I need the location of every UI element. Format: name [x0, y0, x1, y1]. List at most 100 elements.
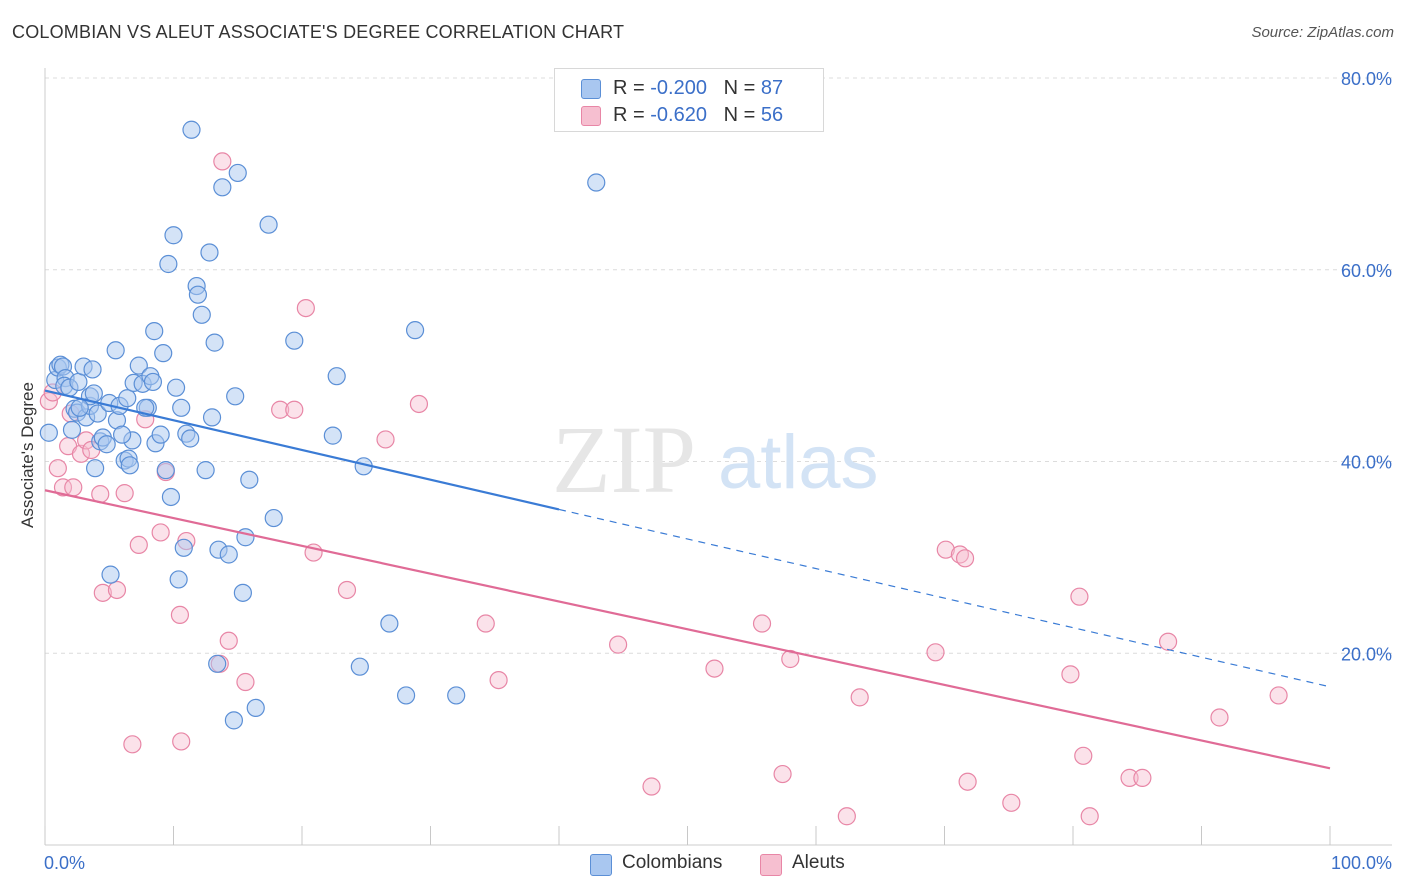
aleut-point [936, 540, 955, 559]
watermark-zip: ZIP [552, 406, 696, 513]
colombian-point [181, 429, 200, 448]
colombian-point [169, 570, 188, 589]
aleut-point [609, 635, 628, 654]
aleut-point [1080, 807, 1099, 826]
colombian-point [396, 686, 416, 705]
colombian-point [264, 508, 283, 528]
legend-label-aleuts: Aleuts [792, 852, 845, 873]
aleut-point [773, 764, 792, 784]
colombian-point [83, 360, 102, 379]
colombian-point [120, 456, 139, 475]
colombian-point [62, 420, 82, 439]
colombian-point [202, 408, 222, 427]
colombian-point [39, 423, 58, 442]
aleut-point [1120, 768, 1139, 787]
x-tick-label: 0.0% [44, 853, 85, 873]
colombian-point [285, 331, 304, 350]
aleut-point [271, 400, 290, 419]
aleut-point [236, 672, 255, 692]
colombians-trend-extension [558, 508, 1331, 688]
correlation-legend: R = -0.200 N = 87 R = -0.620 N = 56 [554, 68, 824, 132]
colombian-point [327, 367, 346, 386]
colombian-point [196, 461, 215, 480]
aleut-point [172, 732, 191, 751]
legend-n-value: 56 [760, 104, 784, 126]
colombian-point [219, 545, 238, 564]
aleut-point [123, 735, 142, 754]
aleut-point [129, 535, 148, 555]
legend-r-value: -0.620 [650, 104, 707, 126]
legend-swatch-blue [581, 79, 601, 99]
colombian-point [192, 305, 211, 324]
aleuts-trend-line [44, 489, 1331, 770]
aleut-point [376, 430, 395, 449]
aleut-point [1070, 587, 1089, 606]
colombian-point [224, 711, 243, 730]
y-tick-label: 40.0% [1341, 453, 1392, 473]
colombian-point [208, 654, 227, 673]
y-tick-label: 20.0% [1341, 644, 1392, 664]
colombian-point [106, 341, 125, 360]
colombian-point [182, 120, 201, 139]
colombian-point [156, 461, 175, 480]
colombian-point [97, 435, 116, 454]
colombian-point [129, 356, 148, 375]
aleut-point [955, 549, 975, 568]
colombian-point [240, 470, 259, 489]
colombian-point [259, 215, 278, 234]
colombian-point [213, 178, 232, 197]
colombian-point [118, 389, 137, 408]
aleut-point [296, 299, 315, 318]
aleut-point [642, 777, 661, 796]
aleut-point [39, 391, 58, 411]
colombian-point [151, 425, 170, 444]
aleut-point [1210, 708, 1229, 727]
aleut-point [213, 152, 232, 171]
aleut-point [1269, 686, 1288, 705]
aleut-point [170, 605, 190, 625]
aleut-point [476, 614, 495, 633]
legend-n-label: N = [723, 77, 761, 99]
aleut-point [1061, 665, 1080, 684]
colombian-point [587, 173, 606, 192]
colombian-point [154, 344, 173, 363]
colombian-point [188, 285, 208, 304]
aleut-point [115, 484, 134, 503]
aleut-point [64, 478, 83, 497]
legend-r-label: R = [613, 77, 651, 99]
aleut-point [409, 394, 429, 414]
legend-n-label: N = [723, 104, 761, 126]
aleut-point [837, 807, 856, 826]
colombian-point [112, 425, 132, 444]
colombian-point [145, 322, 164, 341]
colombian-point [228, 163, 247, 183]
chart-title: COLOMBIAN VS ALEUT ASSOCIATE'S DEGREE CO… [12, 22, 625, 42]
aleut-point [958, 772, 977, 791]
grid-lines [45, 77, 1392, 654]
legend-swatch-aleuts [760, 854, 782, 876]
aleut-point [151, 523, 170, 542]
colombians-trend-line [44, 389, 560, 511]
legend-label-colombians: Colombians [622, 852, 723, 873]
colombian-point [161, 487, 181, 507]
x-tick-label: 100.0% [1331, 853, 1392, 873]
colombian-point [164, 226, 183, 245]
colombian-point [69, 372, 88, 392]
colombian-point [200, 243, 219, 262]
aleut-point [53, 478, 73, 497]
colombian-point [405, 321, 425, 340]
axes [44, 68, 1392, 846]
aleut-point [926, 643, 945, 662]
colombian-point [143, 372, 163, 392]
colombian-point [174, 538, 193, 557]
y-axis-label: Associate's Degree [18, 382, 37, 528]
aleut-point [219, 631, 238, 650]
y-tick-label: 80.0% [1341, 69, 1392, 89]
colombian-point [172, 398, 191, 417]
aleut-point [705, 659, 724, 678]
legend-swatch-colombians [590, 854, 612, 876]
colombian-point [86, 459, 105, 478]
colombian-point [205, 333, 224, 352]
aleut-point [489, 670, 508, 690]
colombian-point [380, 614, 399, 633]
